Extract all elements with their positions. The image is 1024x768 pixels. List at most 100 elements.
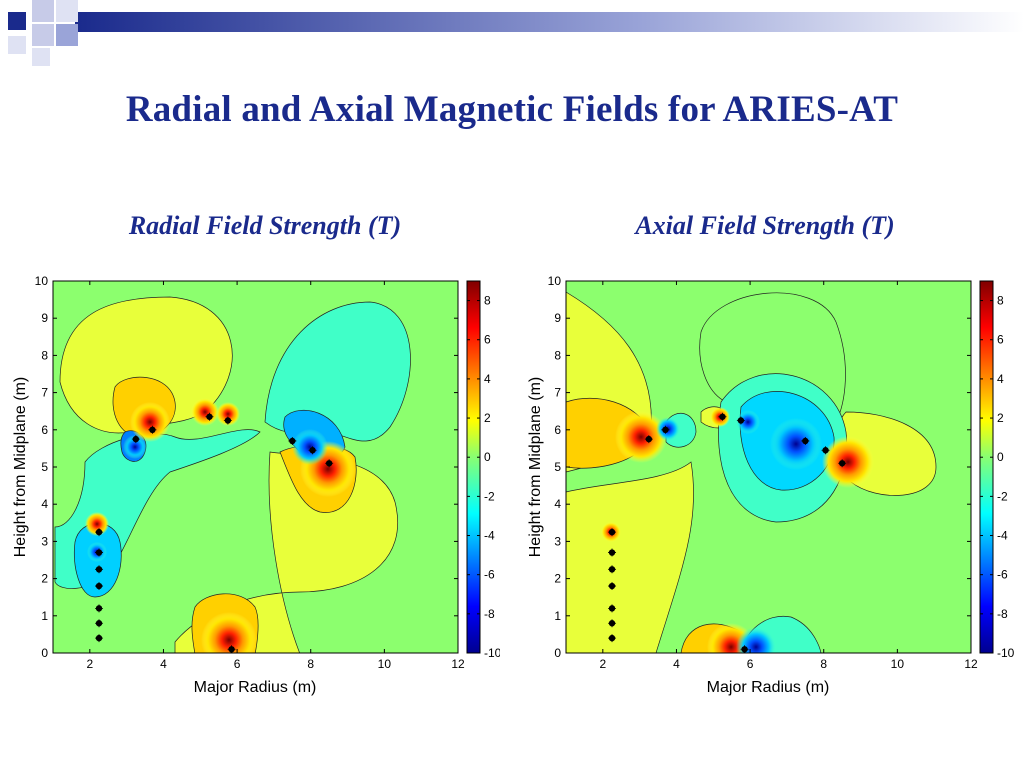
- y-tick-label: 8: [41, 348, 48, 362]
- y-tick-label: 2: [41, 572, 48, 586]
- coil-marker: [718, 412, 727, 421]
- y-tick-label: 10: [548, 274, 562, 288]
- x-tick-label: 4: [160, 657, 167, 671]
- coil-marker: [227, 645, 236, 654]
- colorbar-tick-label: 4: [484, 372, 491, 386]
- decoration-square: [32, 0, 54, 22]
- decoration-square: [56, 24, 78, 46]
- coil-marker: [205, 412, 214, 421]
- y-axis-label: Height from Midplane (m): [527, 377, 544, 558]
- colorbar-tick-label: 2: [484, 411, 491, 425]
- coil-marker: [325, 459, 334, 468]
- colorbar-tick-label: -8: [997, 607, 1008, 621]
- coil-marker: [608, 619, 617, 628]
- field-coldspot: [770, 418, 822, 470]
- field-hotspot: [130, 402, 170, 442]
- colorbar-tick-label: 8: [484, 294, 491, 308]
- field-hotspot: [216, 402, 240, 426]
- colorbar-tick-label: 2: [997, 411, 1004, 425]
- coil-marker: [608, 528, 617, 537]
- y-tick-label: 6: [554, 423, 561, 437]
- coil-marker: [608, 582, 617, 591]
- y-tick-label: 1: [41, 609, 48, 623]
- y-tick-label: 5: [41, 460, 48, 474]
- coil-marker: [95, 548, 104, 557]
- colorbar-tick-label: 6: [484, 333, 491, 347]
- x-tick-label: 12: [964, 657, 978, 671]
- radial-chart-title: Radial Field Strength (T): [128, 211, 402, 240]
- field-coldspot: [292, 429, 328, 465]
- colorbar-tick-label: -2: [997, 489, 1008, 503]
- colorbar-tick-label: -6: [997, 568, 1008, 582]
- colorbar-tick-label: 0: [997, 450, 1004, 464]
- field-hotspot: [822, 436, 874, 488]
- field-lobe: [566, 461, 694, 653]
- field-hotspot: [615, 411, 667, 463]
- field-lobe: [59, 296, 233, 434]
- coil-marker: [608, 565, 617, 574]
- coil-marker: [288, 436, 297, 445]
- colorbar-tick-label: -4: [484, 529, 495, 543]
- y-tick-label: 5: [554, 460, 561, 474]
- decoration-square: [8, 36, 26, 54]
- colorbar-tick-label: -10: [484, 646, 500, 660]
- colorbar-tick-label: 0: [484, 450, 491, 464]
- coil-marker: [740, 645, 749, 654]
- field-hotspot: [201, 612, 257, 653]
- y-tick-label: 3: [554, 534, 561, 548]
- decoration-band: [75, 12, 1024, 32]
- coil-marker: [95, 565, 104, 574]
- y-tick-label: 9: [554, 311, 561, 325]
- colorbar-tick-label: 4: [997, 372, 1004, 386]
- field-hotspot: [85, 512, 109, 536]
- colorbar-tick-label: -10: [997, 646, 1015, 660]
- x-tick-label: 10: [378, 657, 392, 671]
- x-tick-label: 4: [673, 657, 680, 671]
- y-tick-label: 10: [35, 274, 49, 288]
- colorbar-tick-label: 6: [997, 333, 1004, 347]
- y-tick-label: 4: [41, 497, 48, 511]
- x-tick-label: 12: [451, 657, 465, 671]
- coil-marker: [801, 436, 810, 445]
- y-tick-label: 0: [41, 646, 48, 660]
- y-tick-label: 8: [554, 348, 561, 362]
- colorbar-tick-label: -8: [484, 607, 495, 621]
- field-coldspot: [123, 435, 147, 459]
- coil-marker: [308, 446, 317, 455]
- decoration-square: [32, 48, 50, 66]
- y-tick-label: 4: [554, 497, 561, 511]
- coil-marker: [148, 425, 157, 434]
- decoration-square: [56, 0, 78, 22]
- colorbar-tick-label: -4: [997, 529, 1008, 543]
- field-coldspot: [736, 410, 760, 434]
- x-tick-label: 8: [820, 657, 827, 671]
- field-hotspot: [191, 398, 219, 426]
- coil-marker: [661, 425, 670, 434]
- slide-corner-decoration: [8, 0, 1024, 66]
- x-tick-label: 6: [747, 657, 754, 671]
- x-tick-label: 10: [891, 657, 905, 671]
- coil-marker: [821, 446, 830, 455]
- y-tick-label: 1: [554, 609, 561, 623]
- colorbar: [466, 280, 481, 654]
- colorbar-tick-label: -6: [484, 568, 495, 582]
- coil-marker: [223, 416, 232, 425]
- coil-marker: [838, 459, 847, 468]
- y-tick-label: 2: [554, 572, 561, 586]
- coil-marker: [95, 619, 104, 628]
- colorbar-tick-label: 8: [997, 294, 1004, 308]
- coil-marker: [608, 548, 617, 557]
- coil-marker: [95, 528, 104, 537]
- colorbar-tick-label: -2: [484, 489, 495, 503]
- x-axis-label: Major Radius (m): [194, 679, 317, 696]
- field-coldspot: [736, 627, 776, 653]
- coil-marker: [608, 634, 617, 643]
- coil-marker: [131, 435, 140, 444]
- x-tick-label: 6: [234, 657, 241, 671]
- x-tick-label: 2: [86, 657, 93, 671]
- y-tick-label: 6: [41, 423, 48, 437]
- x-axis-label: Major Radius (m): [707, 679, 830, 696]
- y-tick-label: 9: [41, 311, 48, 325]
